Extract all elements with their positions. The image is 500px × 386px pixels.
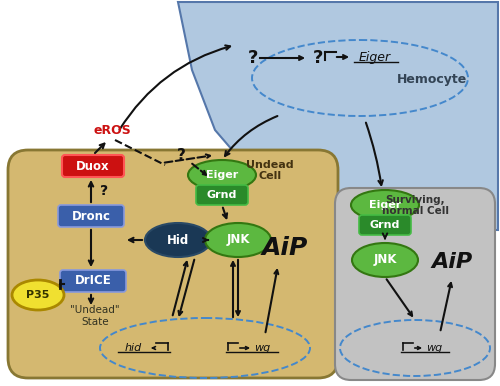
Text: ?: ? <box>100 184 108 198</box>
FancyBboxPatch shape <box>196 185 248 205</box>
Polygon shape <box>178 2 498 230</box>
Ellipse shape <box>351 190 419 220</box>
Text: wg: wg <box>426 343 442 353</box>
FancyBboxPatch shape <box>60 270 126 292</box>
Text: State: State <box>81 317 109 327</box>
Text: Grnd: Grnd <box>207 190 237 200</box>
Text: Hid: Hid <box>167 234 189 247</box>
Ellipse shape <box>352 243 418 277</box>
Ellipse shape <box>145 223 211 257</box>
Text: Eiger: Eiger <box>369 200 401 210</box>
Text: eROS: eROS <box>93 124 131 137</box>
FancyBboxPatch shape <box>335 188 495 380</box>
Text: "Undead": "Undead" <box>70 305 120 315</box>
Text: DrICE: DrICE <box>74 274 112 288</box>
Text: AiP: AiP <box>432 252 472 272</box>
Text: Hemocyte: Hemocyte <box>397 73 467 86</box>
Text: ?: ? <box>176 147 186 163</box>
Text: JNK: JNK <box>373 254 397 266</box>
Text: P35: P35 <box>26 290 50 300</box>
Text: AiP: AiP <box>262 236 308 260</box>
Text: Surviving,: Surviving, <box>385 195 445 205</box>
Text: wg: wg <box>254 343 270 353</box>
Ellipse shape <box>188 160 256 190</box>
Text: Cell: Cell <box>258 171 281 181</box>
Text: Eiger: Eiger <box>359 51 391 64</box>
Text: Undead: Undead <box>246 160 294 170</box>
Ellipse shape <box>12 280 64 310</box>
Ellipse shape <box>205 223 271 257</box>
Text: Dronc: Dronc <box>72 210 110 222</box>
FancyBboxPatch shape <box>58 205 124 227</box>
Text: ?: ? <box>313 49 323 67</box>
FancyBboxPatch shape <box>8 150 338 378</box>
Text: Eiger: Eiger <box>206 170 238 180</box>
Text: Duox: Duox <box>76 159 110 173</box>
Text: hid: hid <box>124 343 142 353</box>
Text: normal Cell: normal Cell <box>382 206 448 216</box>
Text: JNK: JNK <box>226 234 250 247</box>
FancyBboxPatch shape <box>62 155 124 177</box>
Text: Grnd: Grnd <box>370 220 400 230</box>
FancyBboxPatch shape <box>359 215 411 235</box>
Text: ?: ? <box>248 49 258 67</box>
